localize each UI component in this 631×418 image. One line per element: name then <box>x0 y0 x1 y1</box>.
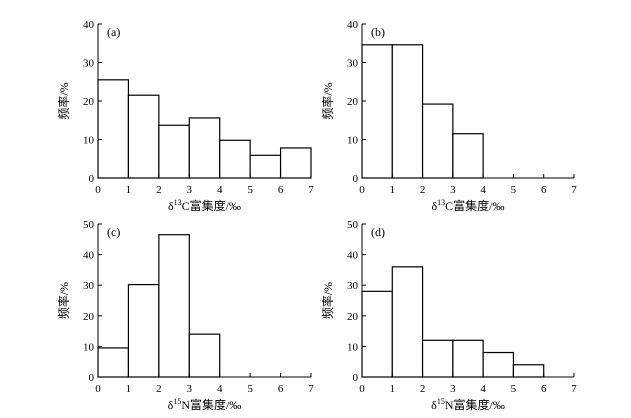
histogram-bar <box>188 117 221 179</box>
x-tick-label: 0 <box>95 383 101 395</box>
x-tick-label: 5 <box>247 383 253 395</box>
x-tick-label: 2 <box>156 184 162 196</box>
x-tick-label: 4 <box>480 184 486 196</box>
y-tick-label: 30 <box>83 58 95 70</box>
x-tick-label: 7 <box>308 383 314 395</box>
histogram-bar <box>421 103 454 179</box>
x-tick-label: 2 <box>420 383 426 395</box>
x-tick-label: 6 <box>541 184 547 196</box>
y-axis-label: 频率/% <box>56 82 71 119</box>
y-axis-label: 频率/% <box>320 82 335 119</box>
histogram-bar <box>279 147 312 179</box>
x-tick-label: 4 <box>217 383 223 395</box>
x-tick-label: 7 <box>571 383 577 395</box>
x-tick-label: 0 <box>359 383 365 395</box>
x-tick-label: 6 <box>278 383 284 395</box>
y-tick-label: 10 <box>347 135 359 147</box>
panel-label: (b) <box>371 25 385 39</box>
y-axis-label: 频率/% <box>320 282 335 319</box>
y-tick-label: 10 <box>347 341 359 353</box>
panel-label: (a) <box>107 25 120 39</box>
x-tick-label: 1 <box>390 184 396 196</box>
y-tick-label: 20 <box>83 311 95 323</box>
y-tick-label: 40 <box>83 19 95 31</box>
y-tick-label: 30 <box>83 280 95 292</box>
x-tick-label: 3 <box>187 184 193 196</box>
y-tick-label: 40 <box>347 19 359 31</box>
y-tick-label: 0 <box>353 173 359 185</box>
histogram-bar <box>127 94 160 179</box>
histogram-bar <box>391 266 424 378</box>
x-axis-label: δ15N富集度/‰ <box>431 397 505 412</box>
y-tick-label: 0 <box>89 173 95 185</box>
histogram-bar <box>97 347 130 378</box>
histogram-bar <box>249 154 282 179</box>
histogram-panel-a: 0 10 20 30 40 0 1 2 3 4 5 6 7 (a) δ13C富集度/‰ 频率/% <box>56 19 314 213</box>
x-tick-label: 1 <box>390 383 396 395</box>
y-tick-label: 20 <box>347 96 359 108</box>
histogram-bar <box>452 133 484 179</box>
x-tick-label: 0 <box>359 184 365 196</box>
histogram-bar <box>188 333 221 378</box>
x-tick-label: 3 <box>450 383 456 395</box>
x-axis-label: δ13C富集度/‰ <box>432 198 505 213</box>
histogram-bar <box>512 364 545 378</box>
y-tick-label: 40 <box>83 250 95 262</box>
x-tick-label: 4 <box>480 383 486 395</box>
x-tick-label: 0 <box>95 184 101 196</box>
x-tick-label: 5 <box>247 184 253 196</box>
x-tick-label: 6 <box>541 383 547 395</box>
y-tick-label: 20 <box>347 311 359 323</box>
x-tick-label: 2 <box>156 383 162 395</box>
histogram-bar <box>158 234 190 378</box>
histogram-bar <box>391 44 424 179</box>
y-tick-label: 30 <box>347 58 359 70</box>
y-tick-label: 50 <box>347 219 359 231</box>
histogram-panel-d: 0 10 20 30 40 50 0 1 2 3 4 5 6 7 (d) δ15N富集度/‰ 频率/% <box>320 219 577 412</box>
histogram-bar <box>361 290 393 378</box>
x-tick-label: 4 <box>217 184 223 196</box>
histogram-bar <box>219 139 251 179</box>
x-tick-label: 1 <box>126 184 132 196</box>
y-tick-label: 0 <box>353 372 359 384</box>
histogram-bar <box>127 283 160 378</box>
y-tick-label: 0 <box>89 372 95 384</box>
y-tick-label: 10 <box>83 135 95 147</box>
x-tick-label: 1 <box>126 383 132 395</box>
histogram-panel-c: 0 10 20 30 40 50 0 1 2 3 4 5 6 7 (c) δ15N富集度/‰ 频率/% <box>56 219 314 412</box>
x-tick-label: 3 <box>187 383 193 395</box>
y-tick-label: 10 <box>83 341 95 353</box>
x-tick-label: 5 <box>511 184 517 196</box>
x-axis-label: δ13C富集度/‰ <box>168 198 241 213</box>
x-tick-label: 5 <box>511 383 517 395</box>
y-tick-label: 50 <box>83 219 95 231</box>
histogram-panel-b: 0 10 20 30 40 0 1 2 3 4 5 6 7 (b) δ13C富集度/‰ 频率/% <box>320 19 577 213</box>
y-tick-label: 20 <box>83 96 95 108</box>
x-tick-label: 7 <box>571 184 577 196</box>
histogram-bar <box>452 339 484 378</box>
panel-label: (d) <box>371 225 385 239</box>
histogram-bar <box>361 44 393 179</box>
x-tick-label: 6 <box>278 184 284 196</box>
x-axis-label: δ15N富集度/‰ <box>168 397 242 412</box>
histogram-bar <box>482 351 515 378</box>
y-tick-label: 30 <box>347 280 359 292</box>
panel-label: (c) <box>107 225 120 239</box>
histogram-bar <box>421 339 454 378</box>
x-tick-label: 7 <box>308 184 314 196</box>
y-axis-label: 频率/% <box>56 282 71 319</box>
x-tick-label: 3 <box>450 184 456 196</box>
histogram-bar <box>158 124 190 179</box>
histogram-bar <box>97 79 130 179</box>
x-tick-label: 2 <box>420 184 426 196</box>
y-tick-label: 40 <box>347 250 359 262</box>
